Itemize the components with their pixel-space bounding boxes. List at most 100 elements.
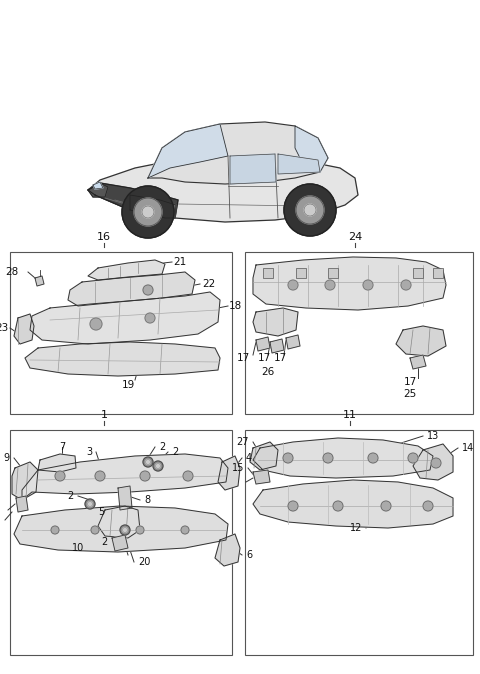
Circle shape xyxy=(288,501,298,511)
Text: 15: 15 xyxy=(232,463,244,473)
Circle shape xyxy=(323,453,333,463)
Text: 17: 17 xyxy=(403,377,417,387)
Text: 7: 7 xyxy=(59,442,65,452)
Polygon shape xyxy=(148,122,328,184)
Polygon shape xyxy=(256,337,270,351)
Polygon shape xyxy=(215,534,240,566)
Bar xyxy=(245,252,473,414)
Text: 23: 23 xyxy=(0,323,8,333)
Polygon shape xyxy=(93,182,103,189)
Bar xyxy=(433,268,443,278)
Text: 11: 11 xyxy=(343,410,357,420)
Polygon shape xyxy=(270,339,284,353)
Polygon shape xyxy=(413,444,453,480)
Circle shape xyxy=(95,471,105,481)
Polygon shape xyxy=(130,195,176,218)
Circle shape xyxy=(134,198,162,226)
Text: 17: 17 xyxy=(274,353,287,363)
Circle shape xyxy=(368,453,378,463)
Text: 2: 2 xyxy=(68,491,74,501)
Circle shape xyxy=(408,453,418,463)
Polygon shape xyxy=(253,480,453,528)
Circle shape xyxy=(333,501,343,511)
Circle shape xyxy=(143,457,153,467)
Polygon shape xyxy=(253,470,270,484)
Bar xyxy=(296,268,306,278)
Text: 26: 26 xyxy=(262,367,275,377)
Text: 9: 9 xyxy=(4,453,10,463)
Circle shape xyxy=(136,526,144,534)
Circle shape xyxy=(153,461,163,471)
Circle shape xyxy=(304,204,316,216)
Circle shape xyxy=(122,528,128,532)
Text: 19: 19 xyxy=(121,380,134,390)
Circle shape xyxy=(283,453,293,463)
Text: 10: 10 xyxy=(72,543,84,553)
Circle shape xyxy=(90,318,102,330)
Polygon shape xyxy=(98,506,140,538)
Bar xyxy=(413,268,423,278)
Polygon shape xyxy=(253,308,298,336)
Circle shape xyxy=(145,313,155,323)
Text: 22: 22 xyxy=(202,279,215,289)
Polygon shape xyxy=(25,342,220,376)
Text: 27: 27 xyxy=(237,437,249,447)
Circle shape xyxy=(145,460,151,464)
Text: 3: 3 xyxy=(86,447,92,457)
Circle shape xyxy=(156,464,160,468)
Text: 8: 8 xyxy=(144,495,150,505)
Polygon shape xyxy=(253,438,433,478)
Circle shape xyxy=(288,280,298,290)
Text: 17: 17 xyxy=(257,353,271,363)
Polygon shape xyxy=(286,335,300,349)
Text: 5: 5 xyxy=(98,507,104,517)
Text: 12: 12 xyxy=(349,523,362,533)
Circle shape xyxy=(87,501,93,506)
Polygon shape xyxy=(148,124,228,178)
Circle shape xyxy=(142,206,154,218)
Text: 20: 20 xyxy=(138,557,150,567)
Text: 20: 20 xyxy=(0,515,1,525)
Bar xyxy=(328,268,338,278)
Polygon shape xyxy=(118,486,132,510)
Circle shape xyxy=(181,526,189,534)
Text: 4: 4 xyxy=(246,453,252,463)
Bar xyxy=(10,430,232,655)
Circle shape xyxy=(296,196,324,224)
Circle shape xyxy=(120,525,130,535)
Circle shape xyxy=(85,499,95,509)
Polygon shape xyxy=(278,154,320,174)
Polygon shape xyxy=(88,260,165,280)
Polygon shape xyxy=(88,183,108,197)
Text: 6: 6 xyxy=(246,550,252,560)
Polygon shape xyxy=(295,126,328,172)
Text: 13: 13 xyxy=(427,431,439,441)
Polygon shape xyxy=(35,276,44,286)
Text: 28: 28 xyxy=(5,267,18,277)
Circle shape xyxy=(325,280,335,290)
Text: 14: 14 xyxy=(462,443,474,453)
Text: 16: 16 xyxy=(97,232,111,242)
Circle shape xyxy=(431,458,441,468)
Polygon shape xyxy=(38,454,76,472)
Polygon shape xyxy=(410,355,426,369)
Circle shape xyxy=(183,471,193,481)
Circle shape xyxy=(55,471,65,481)
Polygon shape xyxy=(16,496,28,512)
Polygon shape xyxy=(68,272,195,306)
Circle shape xyxy=(143,285,153,295)
Text: 18: 18 xyxy=(229,301,242,311)
Polygon shape xyxy=(250,442,278,470)
Circle shape xyxy=(284,184,336,236)
Polygon shape xyxy=(253,257,446,310)
Polygon shape xyxy=(230,154,276,184)
Polygon shape xyxy=(396,326,446,356)
Polygon shape xyxy=(112,535,128,551)
Circle shape xyxy=(51,526,59,534)
Text: 21: 21 xyxy=(173,257,186,267)
Polygon shape xyxy=(22,454,228,500)
Bar xyxy=(263,268,273,278)
Polygon shape xyxy=(88,156,358,222)
Polygon shape xyxy=(14,506,228,552)
Text: 25: 25 xyxy=(403,389,417,399)
